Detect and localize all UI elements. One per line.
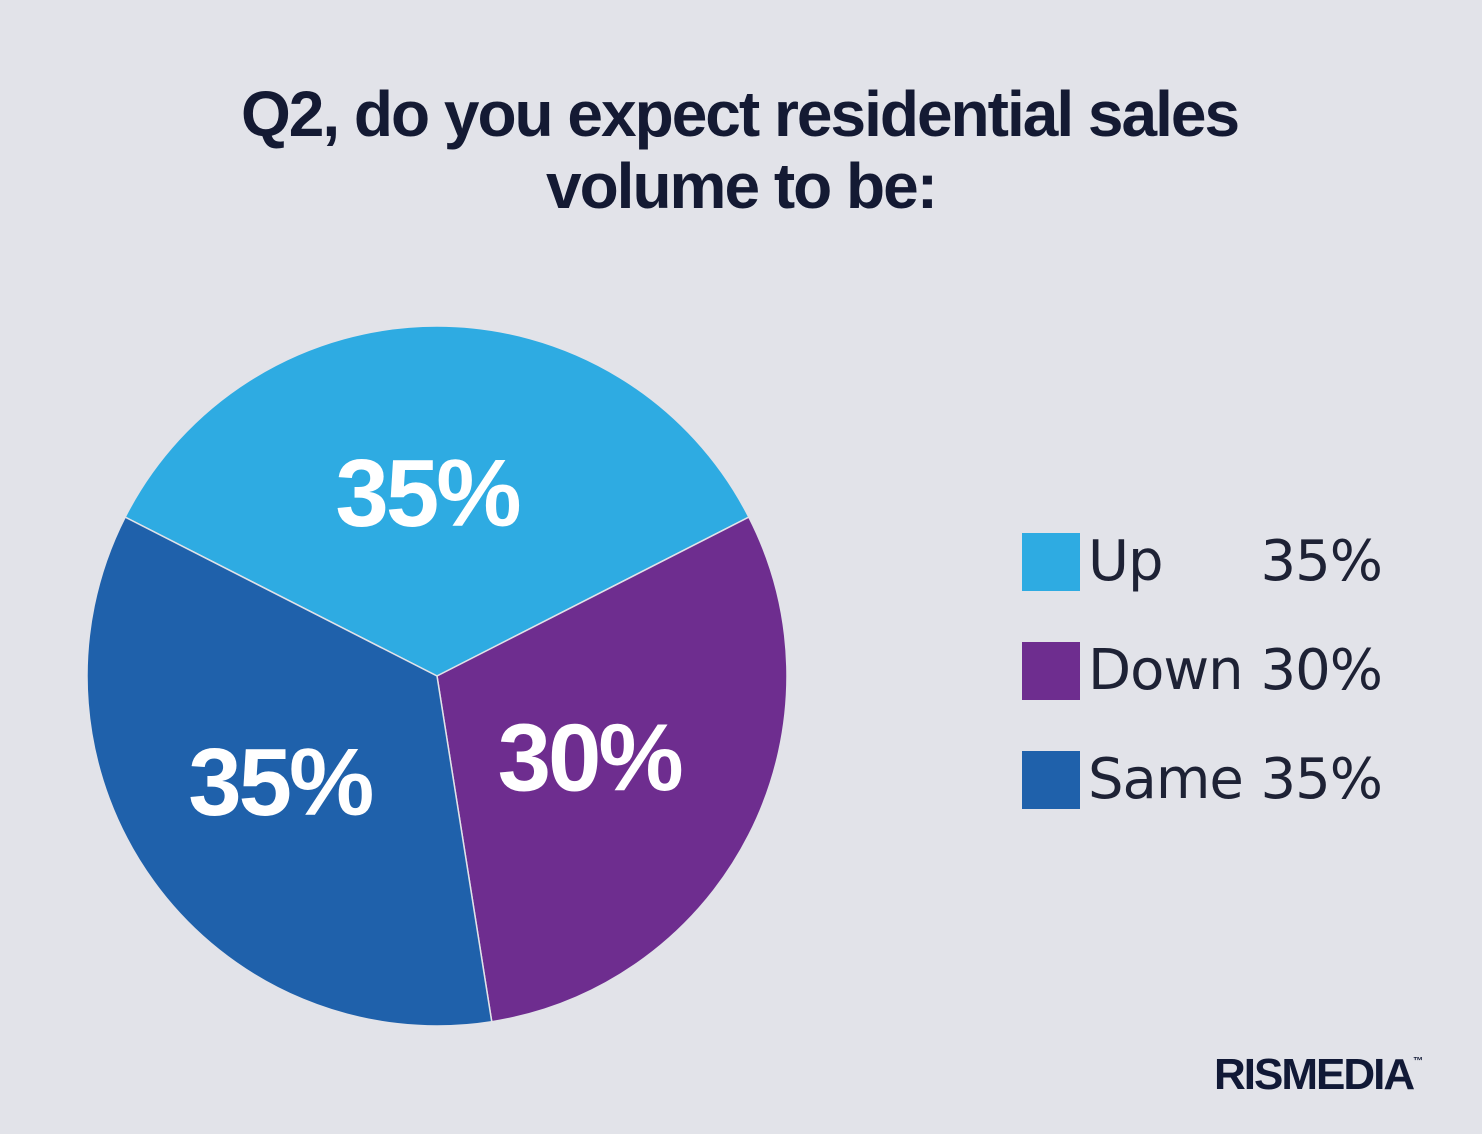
legend-label: Up xyxy=(1088,529,1164,594)
legend-label: Down xyxy=(1088,638,1244,703)
data-label-same: 35% xyxy=(188,729,372,836)
chart-title: Q2, do you expect residential sales volu… xyxy=(0,78,1482,222)
legend-swatch-same xyxy=(1022,751,1080,809)
legend-swatch-down xyxy=(1022,642,1080,700)
legend-item-up: Up 35% xyxy=(1022,529,1383,594)
logo-tm: ™ xyxy=(1413,1056,1424,1067)
data-label-up: 35% xyxy=(335,440,519,547)
logo-text: RISMEDIA xyxy=(1214,1050,1415,1099)
legend-item-same: Same 35% xyxy=(1022,747,1383,812)
legend-swatch-up xyxy=(1022,533,1080,591)
legend-item-down: Down 30% xyxy=(1022,638,1383,703)
chart-title-line-2: volume to be: xyxy=(545,150,938,222)
rismedia-logo: RISMEDIA™ xyxy=(1214,1050,1423,1100)
legend-value: 35% xyxy=(1260,529,1383,594)
chart-title-line-1: Q2, do you expect residential sales xyxy=(240,78,1240,150)
legend-value: 30% xyxy=(1260,638,1383,703)
data-label-down: 30% xyxy=(498,705,682,812)
legend-value: 35% xyxy=(1260,747,1383,812)
legend-label: Same xyxy=(1088,747,1244,812)
pie-slice-same xyxy=(86,516,493,1027)
pie-slice-up xyxy=(124,325,750,677)
pie-slice-down xyxy=(436,516,788,1023)
